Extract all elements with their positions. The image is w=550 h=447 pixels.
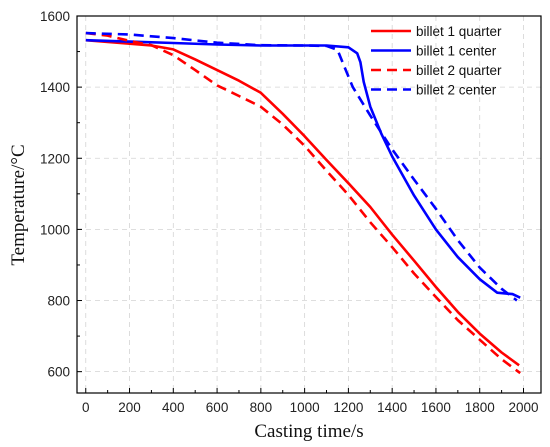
x-tick-label: 800 bbox=[250, 400, 273, 415]
series-line-billet-1-center bbox=[85, 38, 521, 299]
x-axis-title: Casting time/s bbox=[254, 421, 363, 442]
x-tick-label: 0 bbox=[82, 400, 90, 415]
x-tick-label: 1200 bbox=[333, 400, 363, 415]
legend-label: billet 1 quarter bbox=[416, 24, 502, 39]
series-line-billet-2-quarter bbox=[85, 31, 521, 375]
y-tick-label: 1000 bbox=[40, 222, 70, 237]
y-tick-label: 1400 bbox=[40, 80, 70, 95]
y-tick-label: 1600 bbox=[40, 9, 70, 24]
x-tick-label: 200 bbox=[118, 400, 141, 415]
legend-label: billet 1 center bbox=[416, 44, 497, 59]
x-tick-label: 1800 bbox=[465, 400, 495, 415]
y-tick-label: 600 bbox=[47, 365, 70, 380]
legend-label: billet 2 center bbox=[416, 83, 497, 98]
legend: billet 1 quarter billet 1 center billet 2 … bbox=[371, 24, 502, 98]
x-tick-label: 1400 bbox=[377, 400, 407, 415]
x-tick-label: 400 bbox=[162, 400, 185, 415]
series-line-billet-1-quarter bbox=[85, 38, 520, 367]
x-tick-label: 1600 bbox=[421, 400, 451, 415]
series-line-billet-2-center bbox=[85, 31, 518, 302]
x-tick-label: 1000 bbox=[290, 400, 320, 415]
y-axis-title: Temperature/°C bbox=[8, 144, 29, 265]
legend-label: billet 2 quarter bbox=[416, 63, 502, 78]
x-tick-label: 600 bbox=[206, 400, 229, 415]
plot-frame bbox=[76, 15, 542, 394]
axes: 600 800 1000 1200 1400 1600 0 200 400 600 800 1000 1… bbox=[40, 9, 539, 415]
y-tick-label: 800 bbox=[47, 294, 70, 309]
series-layer bbox=[85, 31, 521, 375]
y-tick-label: 1200 bbox=[40, 151, 70, 166]
x-tick-label: 2000 bbox=[508, 400, 538, 415]
